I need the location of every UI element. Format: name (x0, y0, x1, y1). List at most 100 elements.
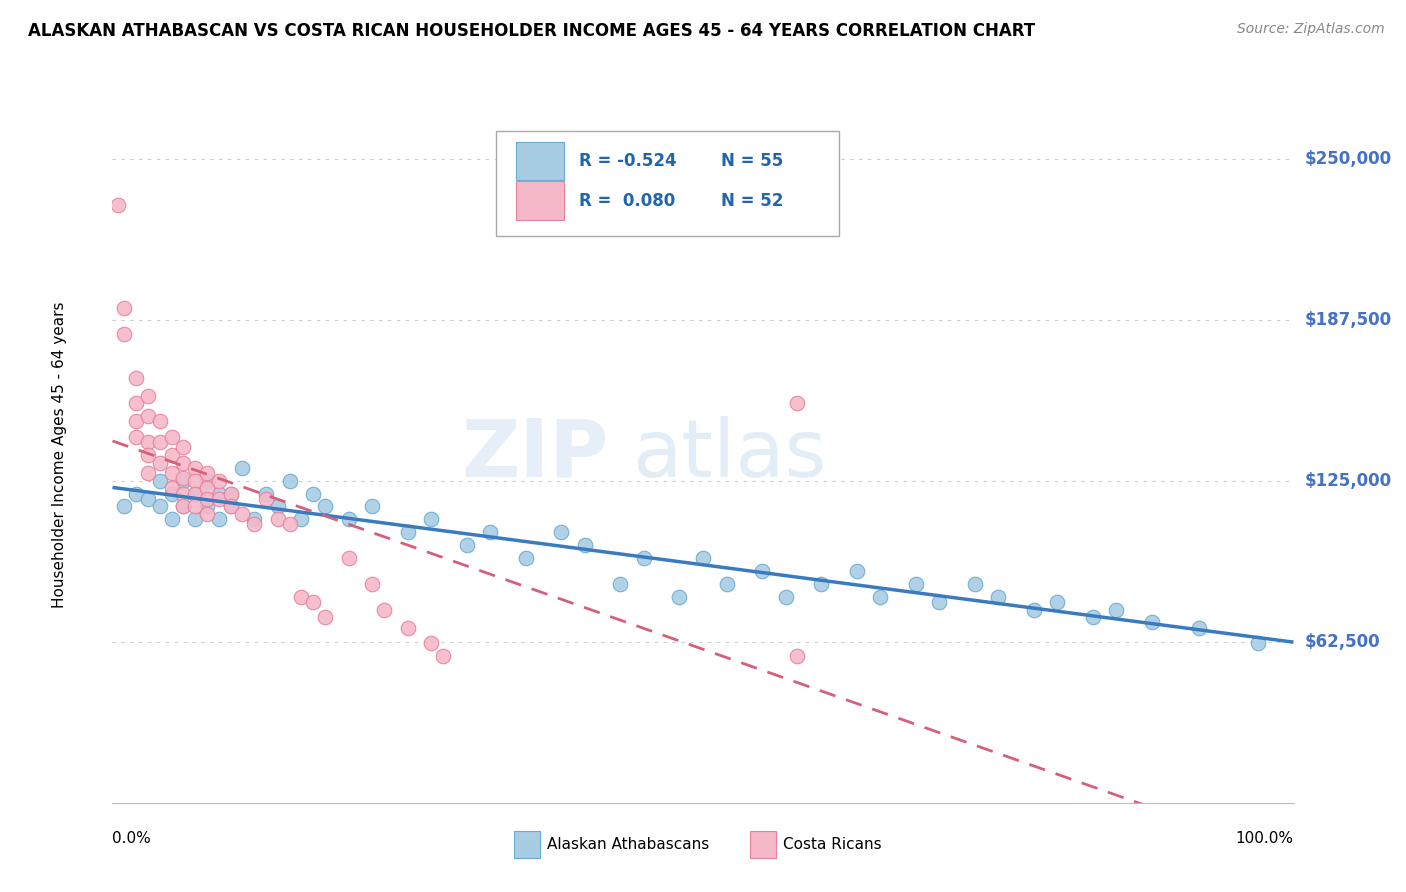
Text: ZIP: ZIP (461, 416, 609, 494)
Point (254, 486, 277, 500)
Point (160, 466, 183, 480)
Point (136, 389, 159, 403)
Point (290, 512, 312, 526)
Point (172, 456, 194, 470)
Point (302, 486, 325, 500)
Point (219, 486, 242, 500)
Point (290, 590, 312, 604)
Point (420, 636, 443, 650)
Point (373, 602, 395, 616)
Point (125, 396, 148, 410)
Point (160, 430, 183, 444)
Point (845, 564, 868, 578)
Point (361, 576, 384, 591)
Point (515, 551, 537, 566)
Point (149, 435, 172, 450)
Point (136, 491, 159, 506)
Bar (751, 830, 776, 858)
Point (420, 512, 443, 526)
Point (112, 301, 135, 315)
Text: Alaskan Athabascans: Alaskan Athabascans (547, 837, 710, 852)
Point (1022, 602, 1045, 616)
Point (231, 460, 253, 475)
Point (112, 326, 135, 341)
Point (184, 512, 207, 526)
Point (125, 370, 148, 384)
Point (775, 590, 797, 604)
Point (786, 648, 808, 663)
Point (668, 590, 690, 604)
Point (172, 500, 194, 514)
Point (716, 576, 738, 591)
Point (195, 507, 218, 521)
Point (361, 500, 384, 514)
Point (125, 486, 148, 500)
Point (243, 512, 266, 526)
Text: R = -0.524: R = -0.524 (579, 152, 676, 170)
Point (172, 486, 194, 500)
Point (125, 430, 148, 444)
Point (337, 512, 360, 526)
Point (314, 610, 336, 624)
Point (112, 500, 135, 514)
Point (1140, 615, 1163, 630)
Point (184, 500, 207, 514)
Point (172, 471, 194, 485)
Point (149, 474, 172, 488)
Point (869, 590, 891, 604)
Point (267, 512, 290, 526)
Point (1046, 595, 1069, 609)
Point (136, 435, 159, 450)
Point (208, 474, 231, 488)
Point (160, 486, 183, 500)
Point (267, 500, 290, 514)
Point (160, 482, 183, 496)
Point (1247, 636, 1270, 650)
Point (243, 517, 266, 532)
Point (160, 512, 183, 526)
Point (550, 525, 572, 540)
Point (172, 474, 194, 488)
Point (219, 500, 242, 514)
Text: atlas: atlas (633, 416, 827, 494)
FancyBboxPatch shape (496, 131, 839, 235)
Point (195, 491, 218, 506)
Point (136, 409, 159, 424)
Bar (516, 181, 564, 219)
Point (208, 491, 231, 506)
Point (195, 474, 218, 488)
Point (208, 486, 231, 500)
Point (810, 576, 832, 591)
Point (633, 551, 655, 566)
Point (160, 448, 183, 462)
Point (184, 486, 207, 500)
Point (396, 621, 419, 635)
Point (149, 456, 172, 470)
Point (195, 466, 218, 480)
Point (751, 564, 773, 578)
Point (219, 500, 242, 514)
Point (195, 482, 218, 496)
Point (107, 198, 129, 212)
Point (149, 414, 172, 428)
Point (574, 538, 596, 552)
Point (432, 648, 454, 663)
Point (125, 414, 148, 428)
Point (136, 466, 159, 480)
Point (136, 448, 159, 462)
Text: N = 52: N = 52 (721, 192, 783, 210)
Point (231, 507, 253, 521)
Text: Costa Ricans: Costa Ricans (783, 837, 882, 852)
Point (314, 500, 336, 514)
Point (987, 590, 1010, 604)
Point (254, 491, 277, 506)
Text: $250,000: $250,000 (1305, 150, 1392, 168)
Point (692, 551, 714, 566)
Text: ALASKAN ATHABASCAN VS COSTA RICAN HOUSEHOLDER INCOME AGES 45 - 64 YEARS CORRELAT: ALASKAN ATHABASCAN VS COSTA RICAN HOUSEH… (28, 22, 1035, 40)
Point (928, 595, 950, 609)
Point (1105, 602, 1128, 616)
Text: R =  0.080: R = 0.080 (579, 192, 675, 210)
Text: 0.0%: 0.0% (112, 830, 152, 846)
Point (184, 486, 207, 500)
Point (456, 538, 478, 552)
